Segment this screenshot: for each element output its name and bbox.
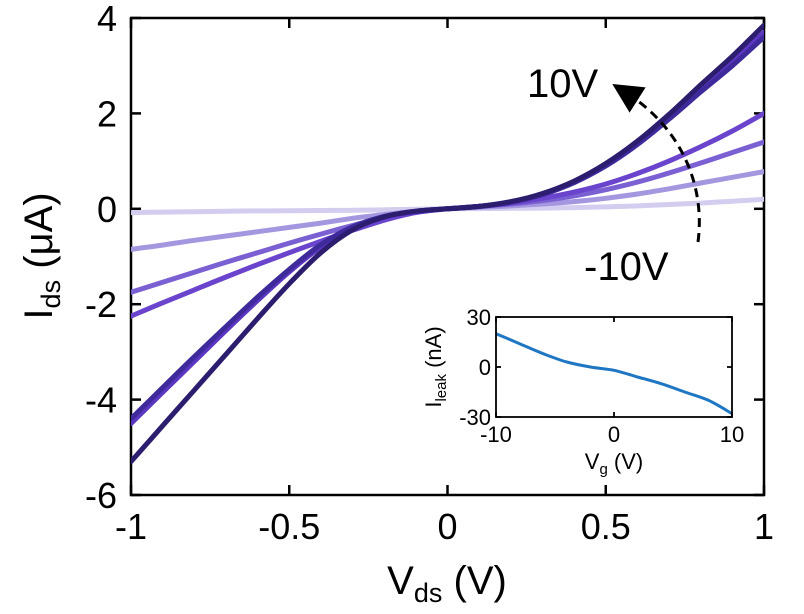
main-x-tick-label: -0.5 <box>258 506 320 547</box>
main-y-tick-label: 2 <box>97 93 117 134</box>
main-y-ticks: -6 -4 -2 0 2 4 <box>85 0 764 516</box>
main-series-line-6 <box>131 22 764 465</box>
inset-x-ticks: -10 0 10 <box>480 317 744 447</box>
main-plot: -1 -0.5 0 0.5 1 -6 -4 -2 0 2 4 Ids (μA) Vds (V) 1… <box>17 0 774 608</box>
inset-x-axis-label: Vg (V) <box>585 449 643 478</box>
gate-sweep-arrow <box>612 83 701 243</box>
inset-y-tick-label: 0 <box>479 355 491 380</box>
inset-plot: -10 0 10 -30 0 30 Ileak (nA) Vg (V) <box>421 305 744 478</box>
annotation-10v: 10V <box>527 62 598 106</box>
main-y-axis-label: Ids (μA) <box>17 192 66 319</box>
main-series-group <box>131 22 764 465</box>
inset-y-tick-label: -30 <box>459 405 491 430</box>
main-x-axis-label: Vds (V) <box>387 559 507 608</box>
main-y-tick-label: 0 <box>97 189 117 230</box>
main-y-tick-label: 4 <box>97 0 117 39</box>
inset-background <box>496 317 732 417</box>
inset-y-ticks: -30 0 30 <box>459 305 732 430</box>
main-x-tick-label: 0 <box>437 506 457 547</box>
inset-y-axis-label: Ileak (nA) <box>421 326 450 407</box>
main-y-tick-label: -4 <box>85 380 117 421</box>
main-series-line-2 <box>131 139 764 295</box>
inset-series-group <box>496 332 732 416</box>
main-x-tick-label: -1 <box>115 506 147 547</box>
inset-series-line-0 <box>496 332 732 416</box>
main-plot-frame <box>129 16 766 497</box>
main-y-tick-label: -6 <box>85 475 117 516</box>
main-y-tick-label: -2 <box>85 284 117 325</box>
inset-x-tick-label: -10 <box>480 422 512 447</box>
main-series-line-3 <box>131 110 764 319</box>
inset-y-tick-label: 30 <box>467 305 491 330</box>
main-x-ticks: -1 -0.5 0 0.5 1 <box>115 18 774 547</box>
annotation-neg-10v: -10V <box>584 245 669 289</box>
inset-x-tick-label: 10 <box>720 422 744 447</box>
main-x-tick-label: 0.5 <box>581 506 631 547</box>
inset-x-tick-label: 0 <box>608 422 620 447</box>
main-x-tick-label: 1 <box>754 506 774 547</box>
